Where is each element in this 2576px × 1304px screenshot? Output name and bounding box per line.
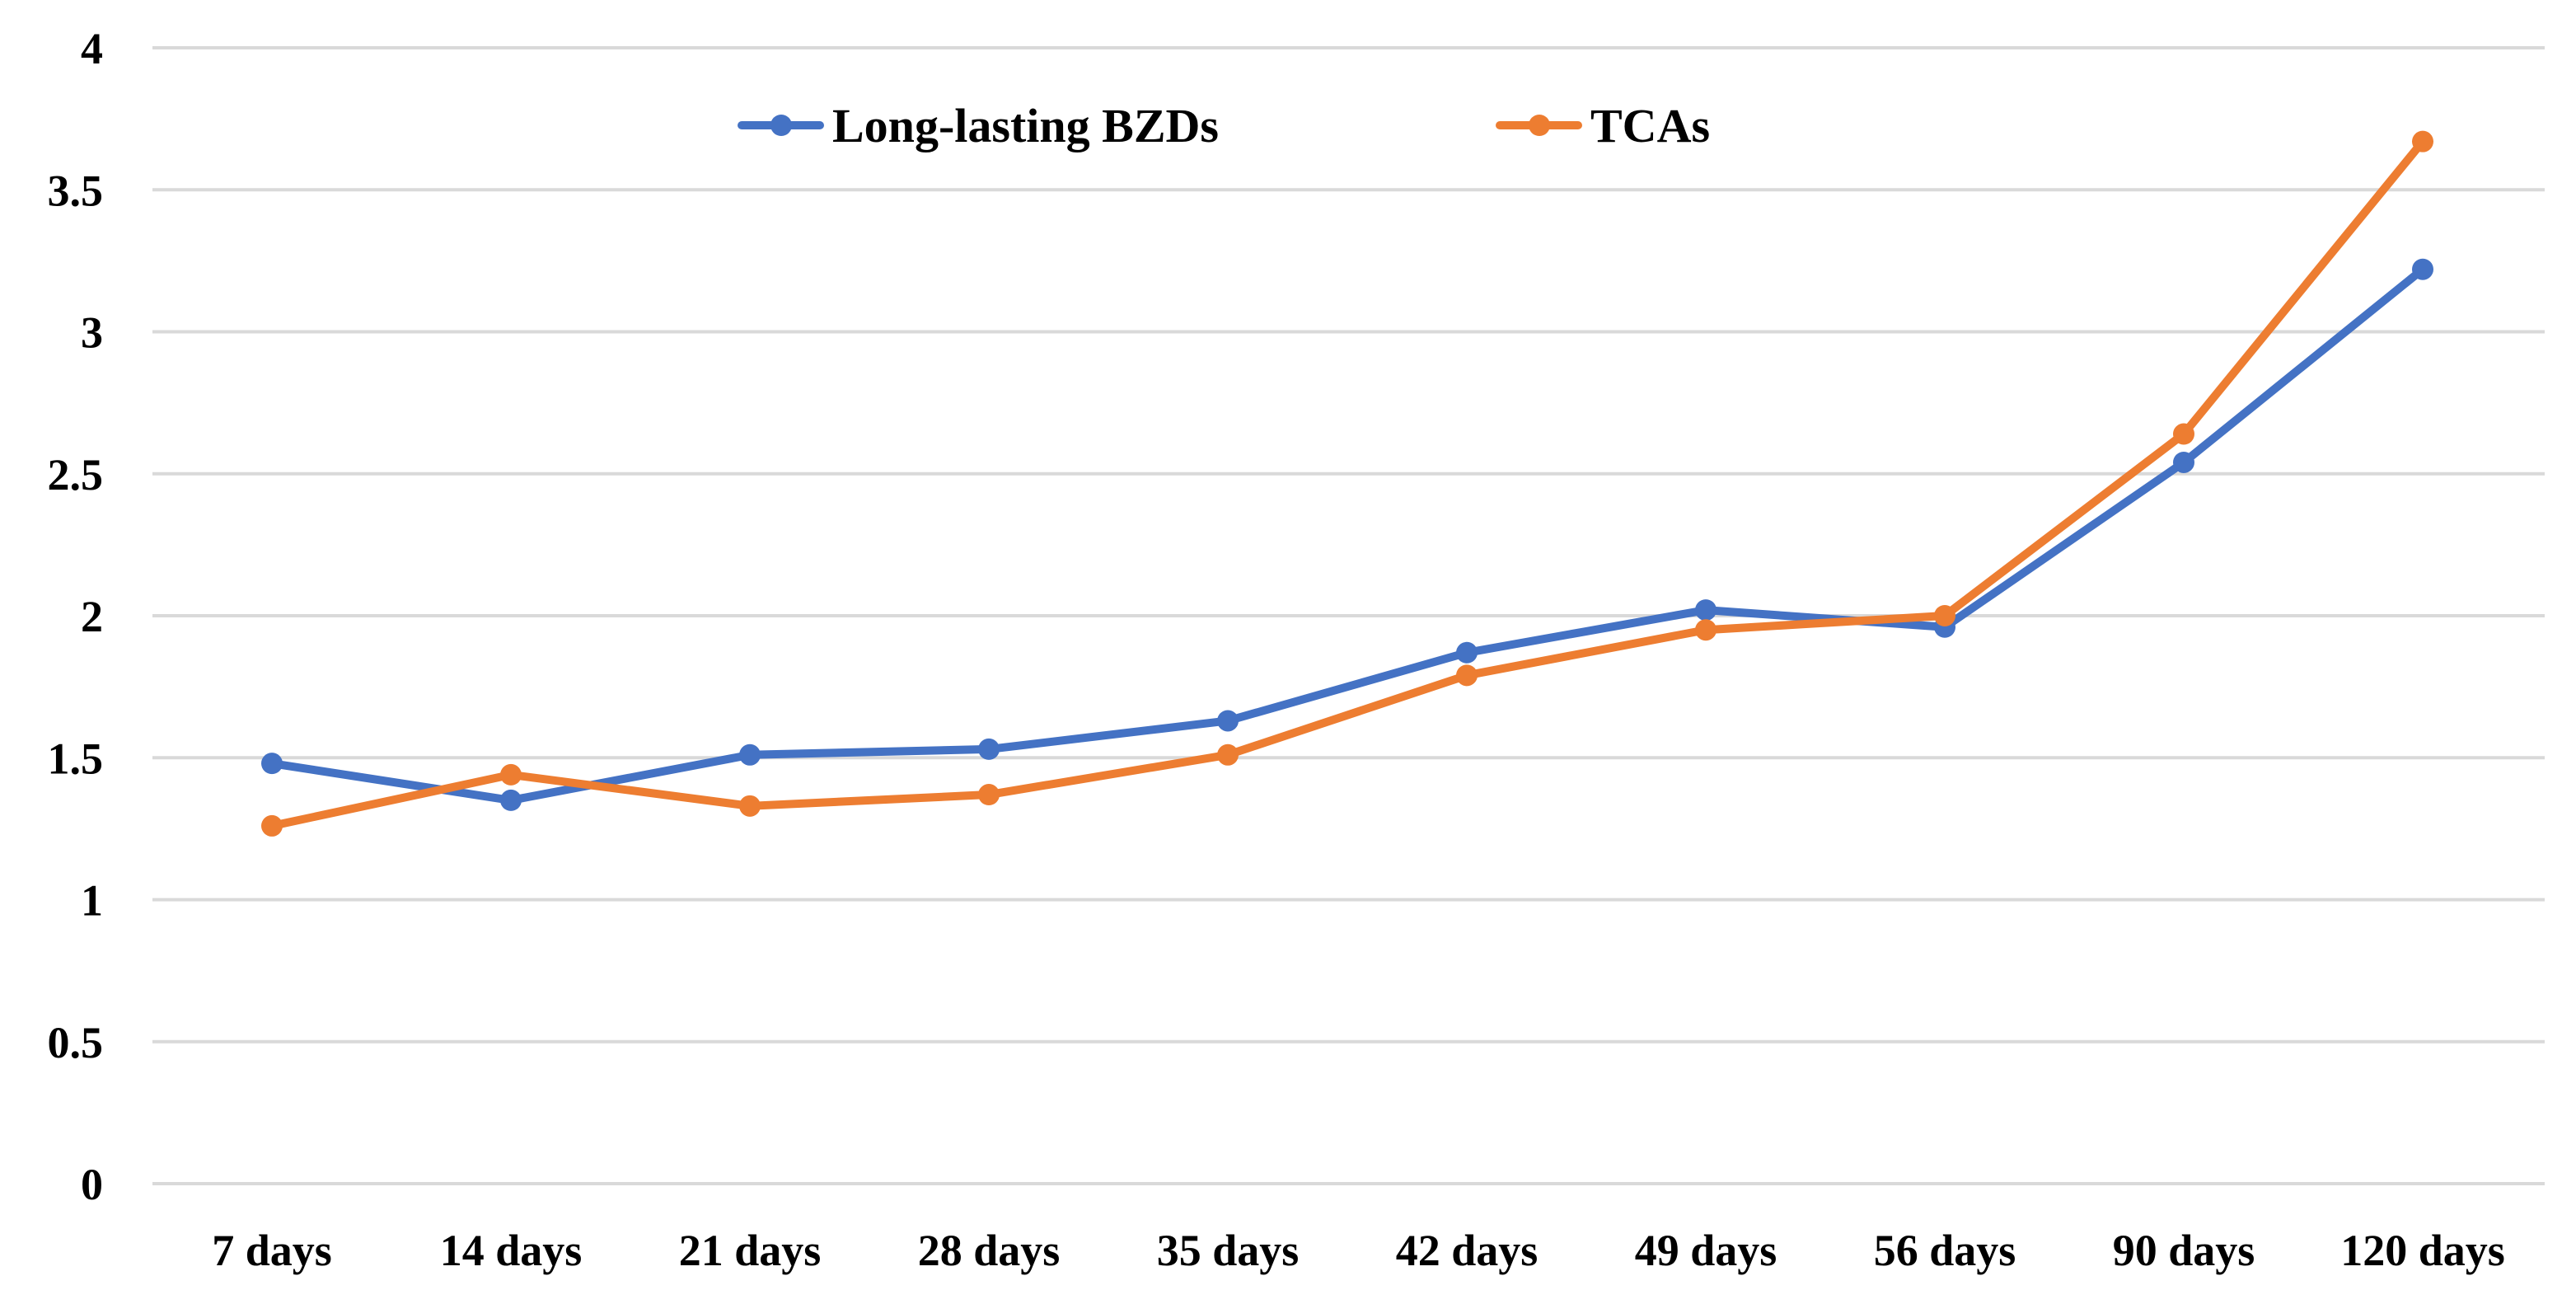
y-tick-label: 3 [81,308,103,358]
legend-item-bzds: Long-lasting BZDs [738,99,1219,152]
y-tick-label: 3.5 [48,166,104,215]
gridlines [152,46,2545,1185]
series-long-lasting-bzds [261,258,2433,811]
y-tick-label: 2 [81,592,103,641]
x-tick-label: 28 days [918,1226,1061,1275]
legend-label-tcas: TCAs [1590,99,1710,152]
x-tick-label: 42 days [1396,1226,1539,1275]
x-tick-label: 90 days [2113,1226,2255,1275]
data-point [739,743,761,766]
data-point [2173,423,2194,445]
data-point [739,795,761,817]
y-tick-label: 1.5 [48,734,104,783]
legend-item-tcas: TCAs [1496,99,1710,152]
x-tick-label: 35 days [1157,1226,1300,1275]
legend-label-bzds: Long-lasting BZDs [832,99,1219,152]
data-point [1934,605,1955,626]
x-tick-label: 14 days [440,1226,583,1275]
data-point [2173,451,2194,473]
data-point [1456,641,1478,664]
legend-marker-tcas [1529,115,1550,136]
data-point [1217,710,1239,732]
data-point [978,738,1000,760]
data-point [1695,599,1717,622]
data-point [978,784,1000,806]
x-tick-label: 56 days [1874,1226,2016,1275]
x-tick-label: 120 days [2340,1226,2505,1275]
series-line [268,137,2427,830]
y-tick-label: 1 [81,876,103,926]
data-point [261,753,283,775]
data-point [2412,258,2433,280]
y-tick-label: 0.5 [48,1018,104,1067]
x-tick-label: 21 days [679,1226,822,1275]
data-point [500,763,522,786]
data-point [1695,619,1717,641]
data-point [2412,130,2433,152]
data-point [261,814,283,837]
data-point [500,789,522,811]
data-point [1456,664,1478,687]
y-tick-label: 0 [81,1160,103,1209]
x-tick-label: 7 days [212,1226,332,1275]
series-lines [261,130,2433,837]
series-tcas [261,130,2433,837]
data-point [1217,743,1239,766]
x-tick-label: 49 days [1635,1226,1777,1275]
y-tick-label: 4 [81,24,103,73]
legend-marker-bzds [770,115,792,136]
x-axis: 7 days 14 days 21 days 28 days 35 days 42 day… [212,1226,2505,1275]
legend: Long-lasting BZDs TCAs [738,99,1710,152]
y-axis: 0 0.5 1 1.5 2 2.5 3 3.5 4 [48,24,104,1209]
series-line [268,265,2427,804]
y-tick-label: 2.5 [48,450,104,500]
